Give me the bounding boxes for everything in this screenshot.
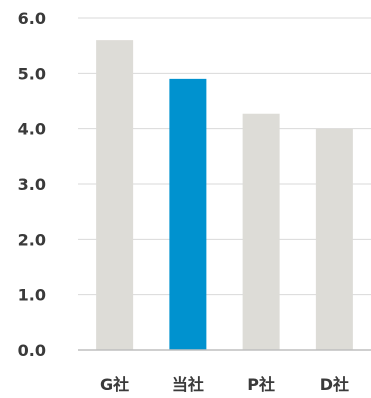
y-tick-label: 6.0	[18, 9, 46, 28]
bars	[96, 40, 353, 351]
x-tick-label: G社	[100, 375, 129, 394]
bar-3	[242, 113, 280, 350]
y-tick-label: 3.0	[18, 175, 46, 194]
x-tick-labels: G社 当社 P社 D社	[100, 375, 349, 394]
y-tick-labels: 0.0 1.0 2.0 3.0 4.0 5.0 6.0	[18, 9, 46, 360]
x-tick-label: D社	[320, 375, 349, 394]
y-tick-label: 2.0	[18, 230, 46, 249]
x-tick-label: P社	[247, 375, 275, 394]
bar-4	[315, 128, 353, 350]
bar-2	[169, 78, 207, 350]
y-tick-label: 5.0	[18, 64, 46, 83]
x-tick-label: 当社	[172, 375, 204, 394]
y-tick-label: 4.0	[18, 120, 46, 139]
y-tick-label: 0.0	[18, 341, 46, 360]
y-tick-label: 1.0	[18, 286, 46, 305]
bar-1	[96, 40, 134, 351]
